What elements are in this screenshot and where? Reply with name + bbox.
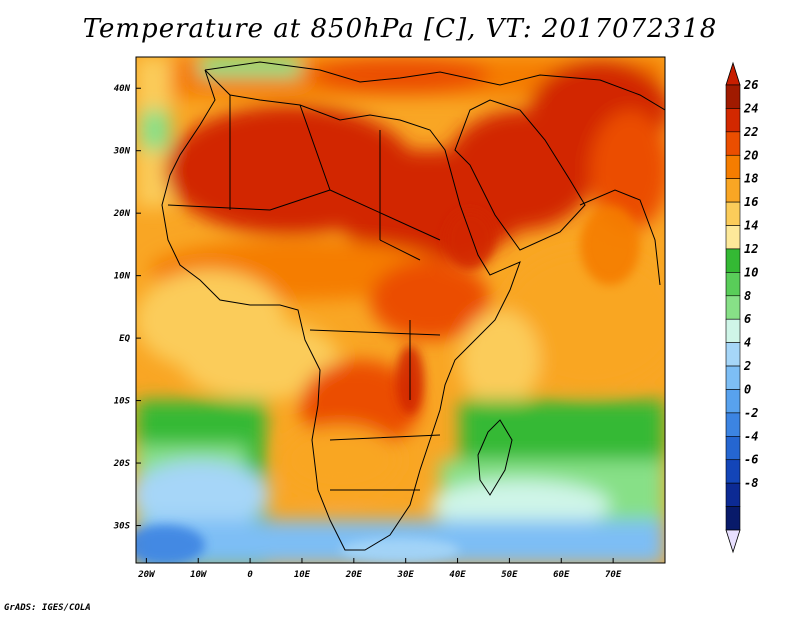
colorbar-label: -6 [744,453,758,467]
colorbar-swatch [725,365,741,390]
colorbar-swatch [725,131,741,156]
colorbar-swatch [725,108,741,133]
coastlines [161,61,665,551]
temperature-field [136,57,665,563]
y-tick-label: 20S [113,459,131,469]
colorbar-swatch [725,389,741,414]
x-tick-label: 10E [294,570,311,580]
colorbar-label: 18 [744,172,758,186]
colorbar-swatch [725,459,741,484]
colorbar-swatch [725,318,741,343]
colorbar-bottom-arrow [725,529,741,554]
x-tick-label: 70E [605,570,622,580]
map-frame [135,56,666,564]
colorbar-label: 2 [743,359,751,373]
colorbar-swatch [725,342,741,367]
colorbar-label: 0 [744,382,751,396]
colorbar-label: -2 [744,406,758,420]
colorbar-swatch [725,506,741,531]
x-tick-label: 50E [501,570,518,580]
colorbar-label: 6 [744,312,751,326]
chart-title: Temperature at 850hPa [C], VT: 201707231… [82,14,718,44]
x-tick-label: 60E [553,570,570,580]
y-tick-label: 30N [113,147,131,157]
colorbar-swatch [725,272,741,297]
colorbar-top-arrow [725,61,741,86]
x-tick-label: 30E [397,570,415,580]
colorbar-label: 24 [743,101,758,115]
colorbar-swatch [725,295,741,320]
colorbar-label: -4 [744,429,758,443]
x-tick-label: 20E [345,570,363,580]
y-tick-label: 10N [114,272,131,282]
y-tick-label: EQ [119,334,130,344]
colorbar-label: 22 [743,125,758,139]
colorbar-swatch [725,201,741,226]
colorbar-label: 16 [744,195,758,209]
y-tick-label: 20N [113,209,131,219]
colorbar-label: 4 [744,336,751,350]
y-tick-label: 30S [113,522,131,532]
colorbar-swatch [725,436,741,461]
y-tick-label: 10S [114,397,131,407]
colorbar-label: -8 [744,476,758,490]
credit-label: GrADS: IGES/COLA [4,603,91,613]
colorbar-label: 10 [744,265,758,279]
map-axes: 20W 10W 0 10E 20E 30E 40E 50E 60E 70E 40N 30N 20N 10N… [113,84,622,580]
y-tick-label: 40N [114,84,131,94]
x-tick-label: 0 [247,570,253,580]
colorbar-label: 14 [744,219,758,233]
colorbar-swatch [725,412,741,437]
colorbar-swatch [725,178,741,203]
colorbar-swatch [725,154,741,179]
x-tick-label: 10W [190,570,208,580]
colorbar-swatch [725,84,741,109]
colorbar-label: 26 [743,78,758,92]
x-tick-label: 40E [449,570,466,580]
colorbar-label: 12 [744,242,758,256]
x-tick-label: 20W [137,570,156,580]
colorbar-swatch [725,482,741,507]
colorbar-swatch [725,248,741,273]
colorbar-swatch [725,225,741,250]
colorbar-label: 20 [743,148,758,162]
colorbar-label: 8 [744,289,751,303]
